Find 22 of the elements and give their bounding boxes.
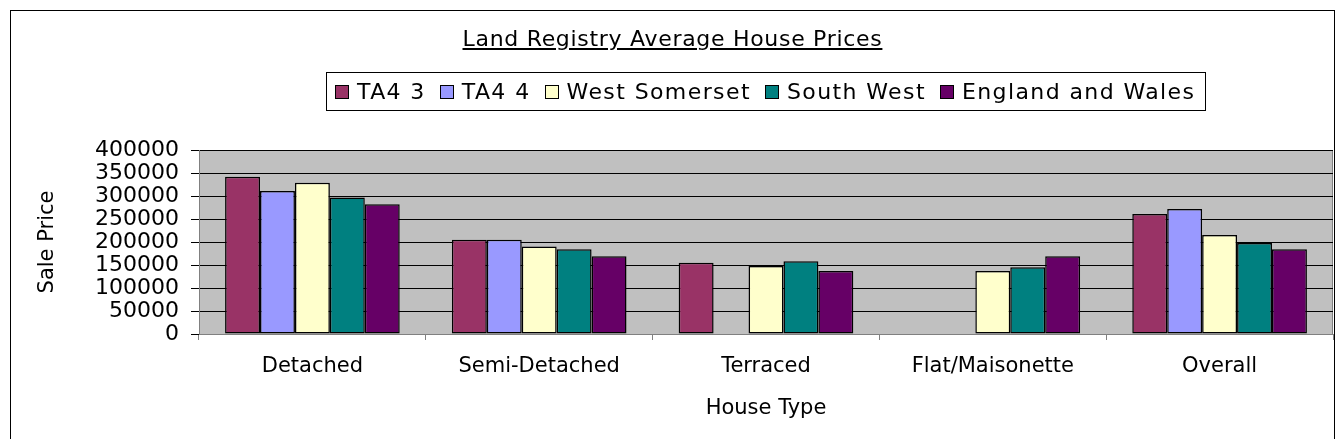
x-axis-title: House Type [705, 394, 827, 419]
y-tick-label: 300000 [95, 181, 179, 207]
x-tick-label: Detached [261, 353, 364, 378]
chart-title: Land Registry Average House Prices [462, 26, 883, 52]
x-tick-label: Semi-Detached [458, 353, 620, 378]
y-tick-label: 50000 [109, 296, 179, 322]
y-tick-label: 0 [165, 319, 179, 345]
x-tick-label: Flat/Maisonette [911, 353, 1074, 378]
y-axis-title: Sale Price [34, 190, 59, 294]
legend-label: TA4 4 [461, 78, 531, 105]
x-tick-label: Overall [1182, 353, 1258, 378]
legend-label: West Somerset [566, 78, 751, 105]
y-tick-label: 250000 [95, 204, 179, 230]
y-tick-label: 100000 [95, 273, 179, 299]
y-tick-label: 150000 [95, 250, 179, 276]
y-tick-label: 200000 [95, 227, 179, 253]
legend-label: England and Wales [961, 78, 1196, 105]
y-tick-label: 400000 [95, 135, 179, 161]
x-tick-label: Terraced [720, 353, 811, 378]
legend-label: TA4 3 [357, 78, 426, 105]
legend-label: South West [786, 78, 926, 105]
y-tick-label: 350000 [95, 158, 179, 184]
